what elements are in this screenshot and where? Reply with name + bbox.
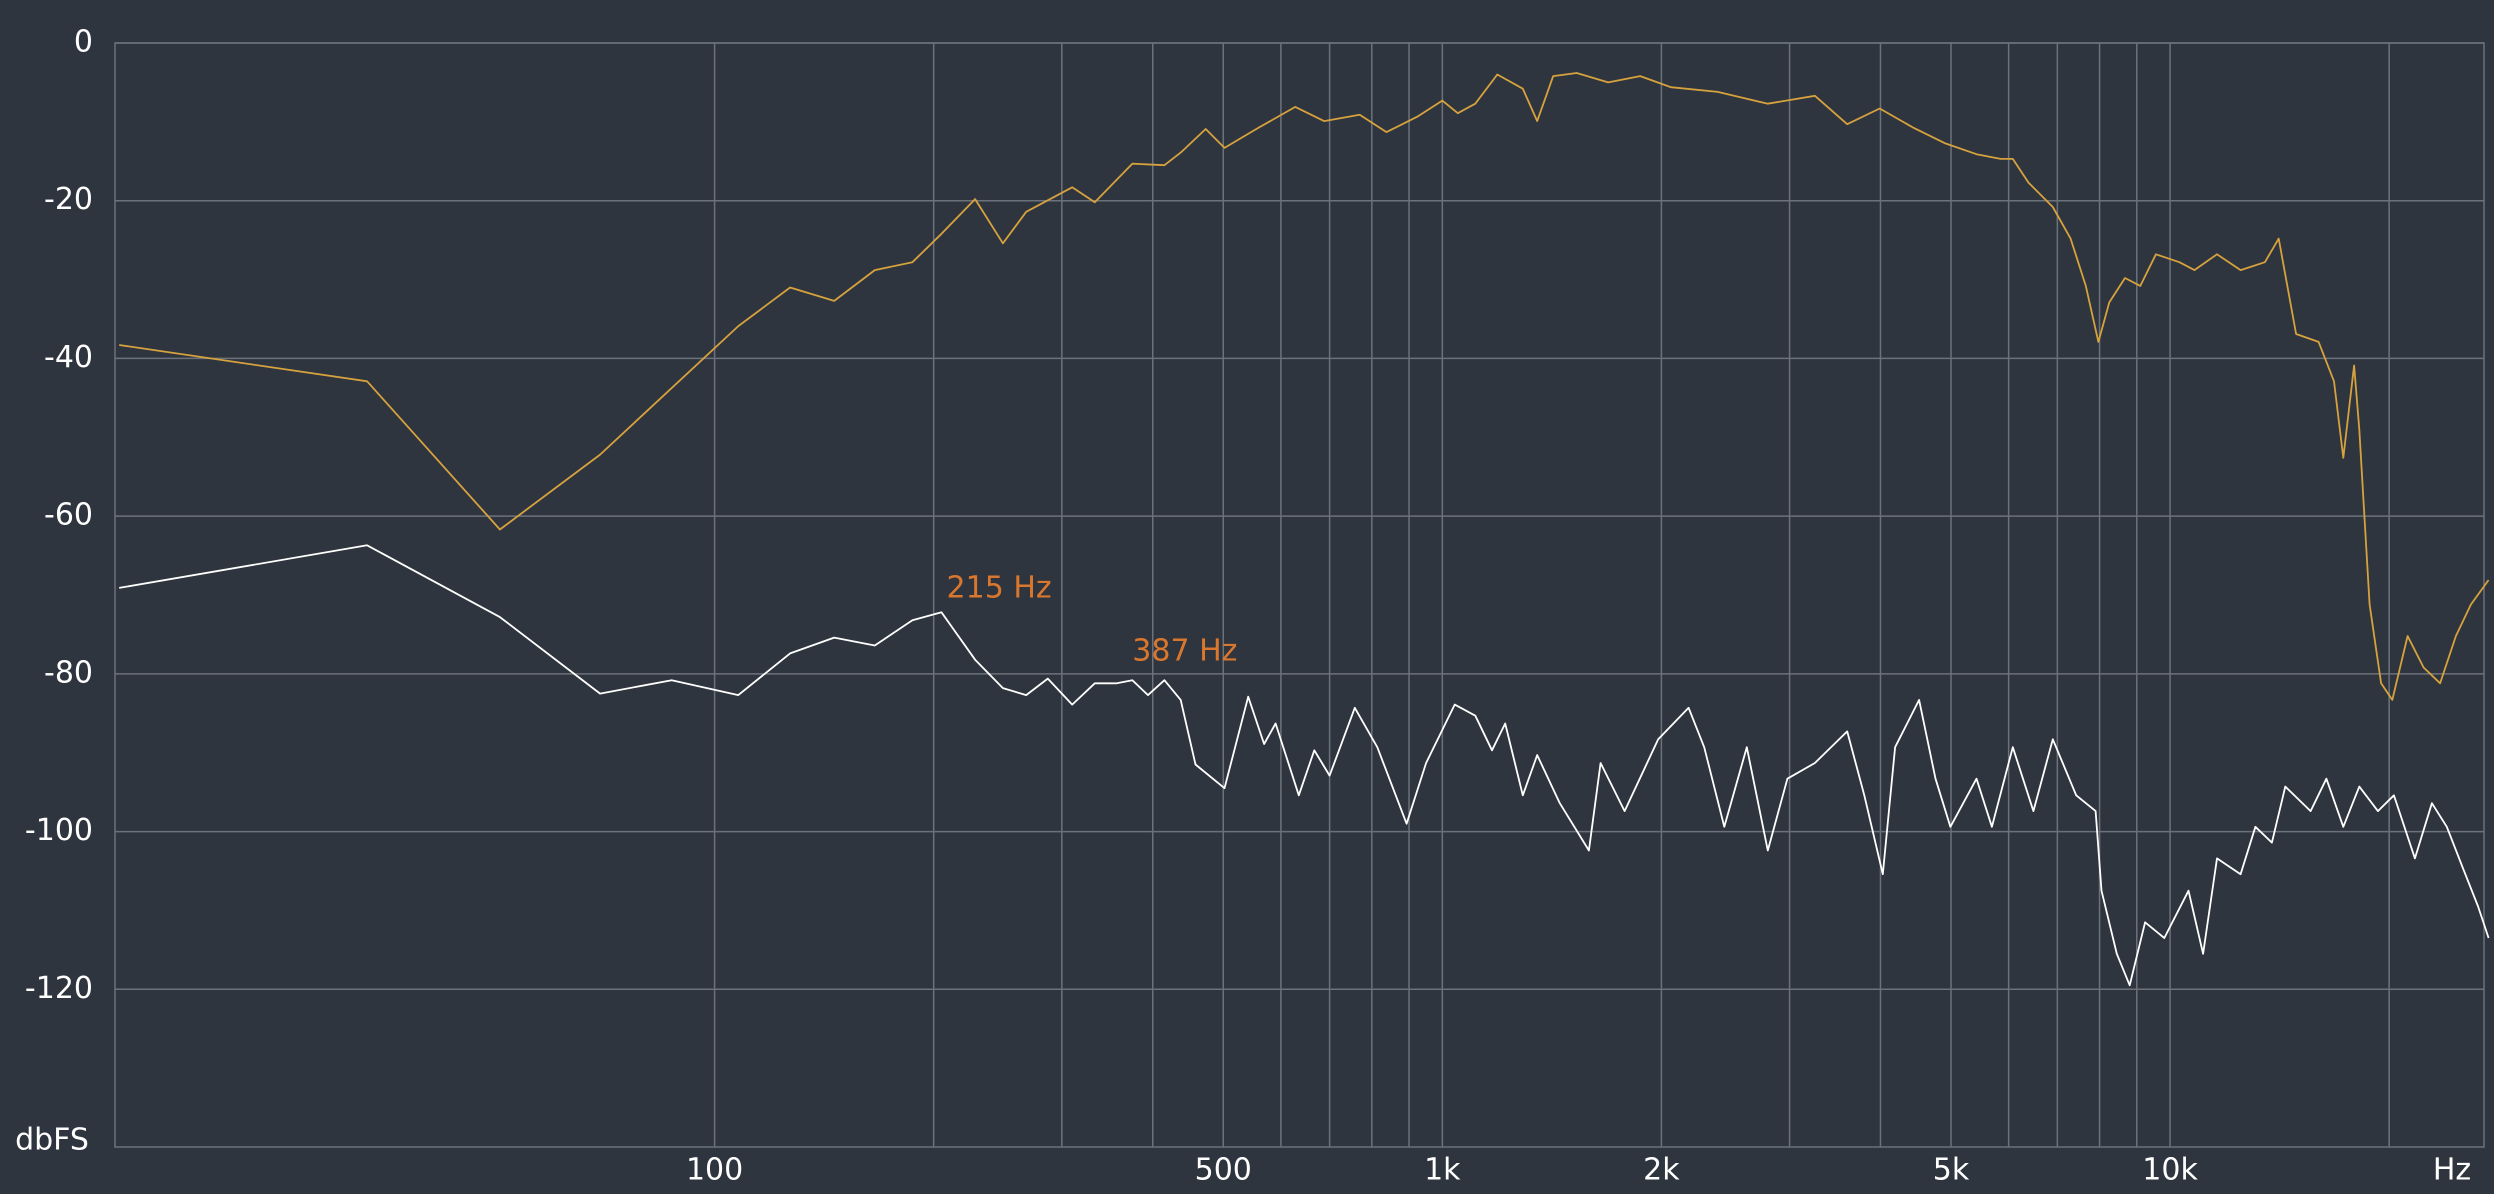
x-tick-label: 1k bbox=[1424, 1153, 1461, 1188]
y-tick-label: -100 bbox=[25, 813, 93, 848]
x-tick-label: 5k bbox=[1933, 1153, 1970, 1188]
y-axis-label: dbFS bbox=[15, 1123, 89, 1158]
series-line bbox=[119, 72, 2490, 701]
y-tick-label: -80 bbox=[44, 655, 93, 690]
x-tick-label: 10k bbox=[2142, 1153, 2198, 1188]
y-tick-label: -120 bbox=[25, 971, 93, 1006]
annotation: 215 Hz bbox=[947, 570, 1052, 605]
annotation: 387 Hz bbox=[1132, 633, 1237, 668]
y-tick-label: -20 bbox=[44, 182, 93, 217]
y-tick-label: -40 bbox=[44, 340, 93, 375]
series-line bbox=[119, 544, 2490, 987]
x-axis-label: Hz bbox=[2433, 1153, 2471, 1188]
y-tick-label: -60 bbox=[44, 498, 93, 533]
x-tick-label: 100 bbox=[686, 1153, 743, 1188]
x-tick-label: 2k bbox=[1643, 1153, 1680, 1188]
x-tick-label: 500 bbox=[1195, 1153, 1252, 1188]
y-tick-label: 0 bbox=[74, 25, 93, 60]
